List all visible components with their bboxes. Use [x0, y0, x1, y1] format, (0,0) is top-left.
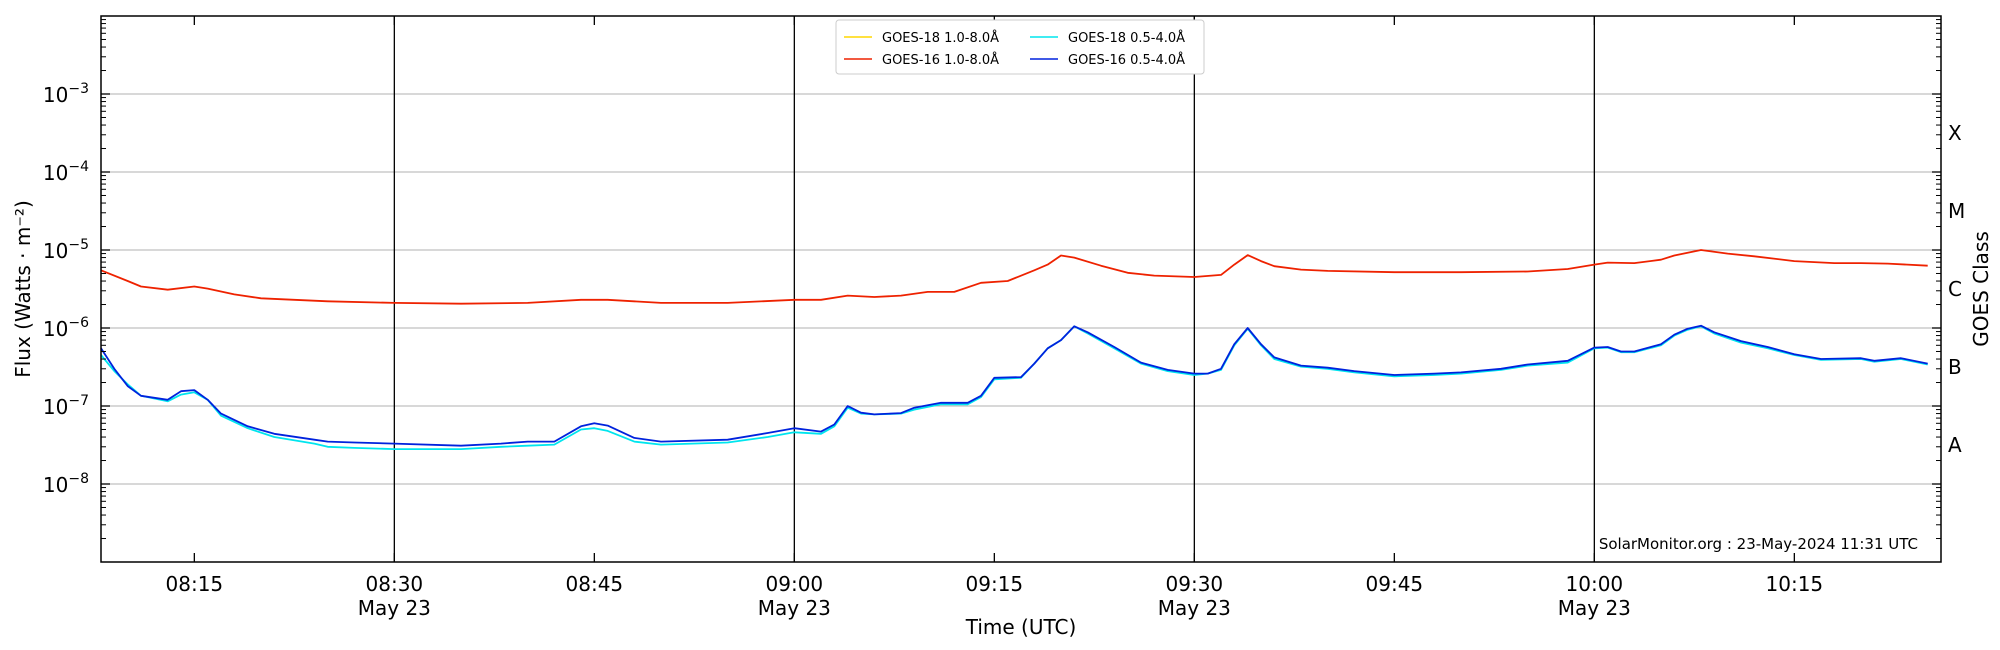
right-axis-title: GOES Class — [1969, 231, 1993, 347]
x-tick-label: 10:15 — [1766, 572, 1824, 596]
y-tick-label: 10−7 — [43, 393, 89, 419]
grid-layer — [101, 93, 1941, 485]
y-tick-base: 10 — [43, 161, 68, 185]
y-tick-exponent: −8 — [68, 471, 89, 487]
y-axis-title: Flux (Watts · m⁻²) — [11, 200, 35, 378]
x-tick-sublabel: May 23 — [758, 596, 831, 620]
series-line-1 — [100, 249, 1928, 305]
y-tick-exponent: −7 — [68, 393, 89, 409]
x-tick-label: 09:45 — [1366, 572, 1424, 596]
goes-class-label: M — [1948, 199, 1965, 223]
vertical-lines-layer — [393, 16, 1595, 562]
y-tick-exponent: −6 — [68, 315, 89, 331]
legend: GOES-18 1.0-8.0Å GOES-16 1.0-8.0Å GOES-18 … — [835, 19, 1205, 75]
legend-label-1: GOES-16 1.0-8.0Å — [882, 52, 999, 68]
y-tick-base: 10 — [43, 473, 68, 497]
x-tick-label: 08:30 — [366, 572, 424, 596]
x-tick-sublabel: May 23 — [358, 596, 431, 620]
y-tick-exponent: −5 — [68, 237, 89, 253]
y-tick-exponent: −4 — [68, 159, 89, 175]
goes-class-labels: A B C M X — [1948, 121, 1965, 457]
goes-class-label: C — [1948, 277, 1962, 301]
x-tick-label: 09:15 — [966, 572, 1024, 596]
y-axis-ticks: 10−810−710−610−510−410−3 — [43, 19, 1941, 540]
y-tick-label: 10−3 — [43, 81, 89, 107]
plot-frame — [100, 15, 1942, 563]
series-line-3 — [100, 324, 1928, 447]
y-tick-base: 10 — [43, 83, 68, 107]
series-layer — [100, 249, 1928, 450]
x-tick-sublabel: May 23 — [1158, 596, 1231, 620]
legend-label-0: GOES-18 1.0-8.0Å — [882, 30, 999, 46]
y-tick-base: 10 — [43, 239, 68, 263]
y-tick-base: 10 — [43, 317, 68, 341]
legend-box — [835, 19, 1205, 75]
x-tick-sublabel: May 23 — [1558, 596, 1631, 620]
goes-class-label: X — [1948, 121, 1962, 145]
y-tick-label: 10−8 — [43, 471, 89, 497]
y-tick-label: 10−4 — [43, 159, 89, 185]
x-axis-title: Time (UTC) — [965, 615, 1077, 639]
goes-class-label: B — [1948, 355, 1962, 379]
y-tick-label: 10−5 — [43, 237, 89, 263]
x-tick-label: 10:00 — [1566, 572, 1624, 596]
x-tick-label: 08:15 — [166, 572, 224, 596]
legend-label-3: GOES-16 0.5-4.0Å — [1068, 52, 1185, 68]
series-line-2 — [100, 325, 1928, 450]
x-tick-label: 09:00 — [766, 572, 824, 596]
y-tick-exponent: −3 — [68, 81, 89, 97]
y-tick-label: 10−6 — [43, 315, 89, 341]
goes-class-label: A — [1948, 433, 1962, 457]
x-tick-label: 08:45 — [566, 572, 624, 596]
y-tick-base: 10 — [43, 395, 68, 419]
x-tick-label: 09:30 — [1166, 572, 1224, 596]
credit-annotation: SolarMonitor.org : 23-May-2024 11:31 UTC — [1599, 535, 1918, 553]
legend-label-2: GOES-18 0.5-4.0Å — [1068, 30, 1185, 46]
